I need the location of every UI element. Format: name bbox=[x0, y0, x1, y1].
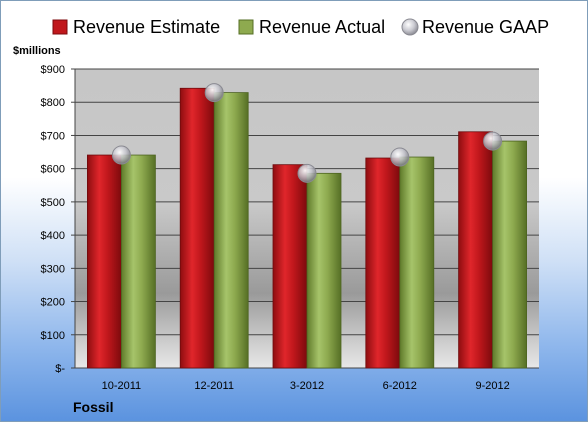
legend-swatch-revenue-actual bbox=[238, 19, 254, 35]
y-tick-label: $300 bbox=[41, 263, 65, 275]
y-tick-label: $100 bbox=[41, 330, 65, 342]
marker-revenue-gaap-3-2012 bbox=[297, 163, 317, 183]
legend-label-revenue-gaap: Revenue GAAP bbox=[422, 17, 549, 37]
legend-swatch-revenue-estimate bbox=[52, 19, 68, 35]
y-tick-label: $800 bbox=[41, 97, 65, 109]
y-tick-label: $600 bbox=[41, 164, 65, 176]
units-label: $millions bbox=[13, 45, 61, 57]
marker-revenue-gaap-6-2012 bbox=[390, 147, 410, 167]
y-tick-label: $200 bbox=[41, 297, 65, 309]
bars bbox=[87, 87, 528, 369]
bar-revenue-estimate-12-2011 bbox=[179, 87, 215, 369]
bar-revenue-estimate-6-2012 bbox=[365, 157, 401, 369]
marker-revenue-gaap-9-2012 bbox=[483, 131, 503, 151]
y-tick-label: $700 bbox=[41, 130, 65, 142]
bar-revenue-estimate-9-2012 bbox=[458, 131, 494, 369]
gaap-markers bbox=[111, 83, 503, 183]
legend: Revenue Estimate Revenue Actual Revenue … bbox=[52, 17, 549, 37]
bar-revenue-actual-10-2011 bbox=[121, 154, 156, 369]
marker-revenue-gaap-10-2011 bbox=[111, 145, 131, 165]
y-tick-label: $900 bbox=[41, 64, 65, 76]
x-axis-ticks: 10-2011 12-2011 3-2012 6-2012 9-2012 bbox=[102, 380, 510, 392]
bar-revenue-estimate-10-2011 bbox=[87, 154, 122, 369]
y-axis-ticks: $- $100 $200 $300 $400 $500 $600 $700 $800 $900 bbox=[41, 64, 76, 375]
marker-revenue-gaap-12-2011 bbox=[204, 83, 224, 103]
x-tick-label: 6-2012 bbox=[383, 380, 417, 392]
bar-revenue-estimate-3-2012 bbox=[272, 164, 308, 369]
legend-marker-revenue-gaap bbox=[401, 18, 419, 36]
y-tick-label: $400 bbox=[41, 230, 65, 242]
x-tick-label: 3-2012 bbox=[290, 380, 324, 392]
legend-label-revenue-estimate: Revenue Estimate bbox=[73, 17, 220, 37]
x-tick-label: 10-2011 bbox=[102, 380, 142, 392]
bar-revenue-actual-9-2012 bbox=[492, 140, 528, 369]
bar-revenue-actual-12-2011 bbox=[213, 92, 249, 369]
legend-label-revenue-actual: Revenue Actual bbox=[259, 17, 385, 37]
bar-revenue-actual-6-2012 bbox=[399, 156, 435, 369]
company-name: Fossil bbox=[73, 399, 113, 415]
y-tick-label: $- bbox=[55, 363, 65, 375]
x-tick-label: 12-2011 bbox=[194, 380, 234, 392]
x-tick-label: 9-2012 bbox=[475, 380, 509, 392]
y-tick-label: $500 bbox=[41, 197, 65, 209]
bar-revenue-actual-3-2012 bbox=[306, 172, 342, 369]
